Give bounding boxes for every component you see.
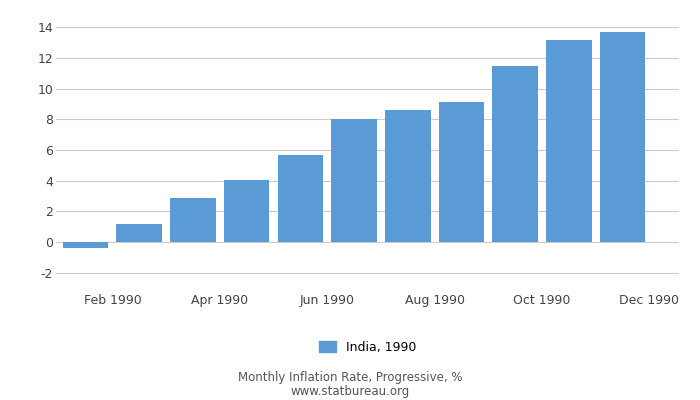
Legend: India, 1990: India, 1990 [318, 341, 416, 354]
Bar [385, 110, 430, 242]
Bar [546, 40, 592, 242]
Bar [224, 180, 270, 242]
Bar [277, 155, 323, 242]
Text: www.statbureau.org: www.statbureau.org [290, 386, 410, 398]
Bar [170, 198, 216, 242]
Bar [331, 119, 377, 242]
Bar [492, 66, 538, 242]
Bar [600, 32, 645, 242]
Text: Monthly Inflation Rate, Progressive, %: Monthly Inflation Rate, Progressive, % [238, 372, 462, 384]
Bar [63, 242, 108, 248]
Bar [439, 102, 484, 242]
Bar [116, 224, 162, 242]
